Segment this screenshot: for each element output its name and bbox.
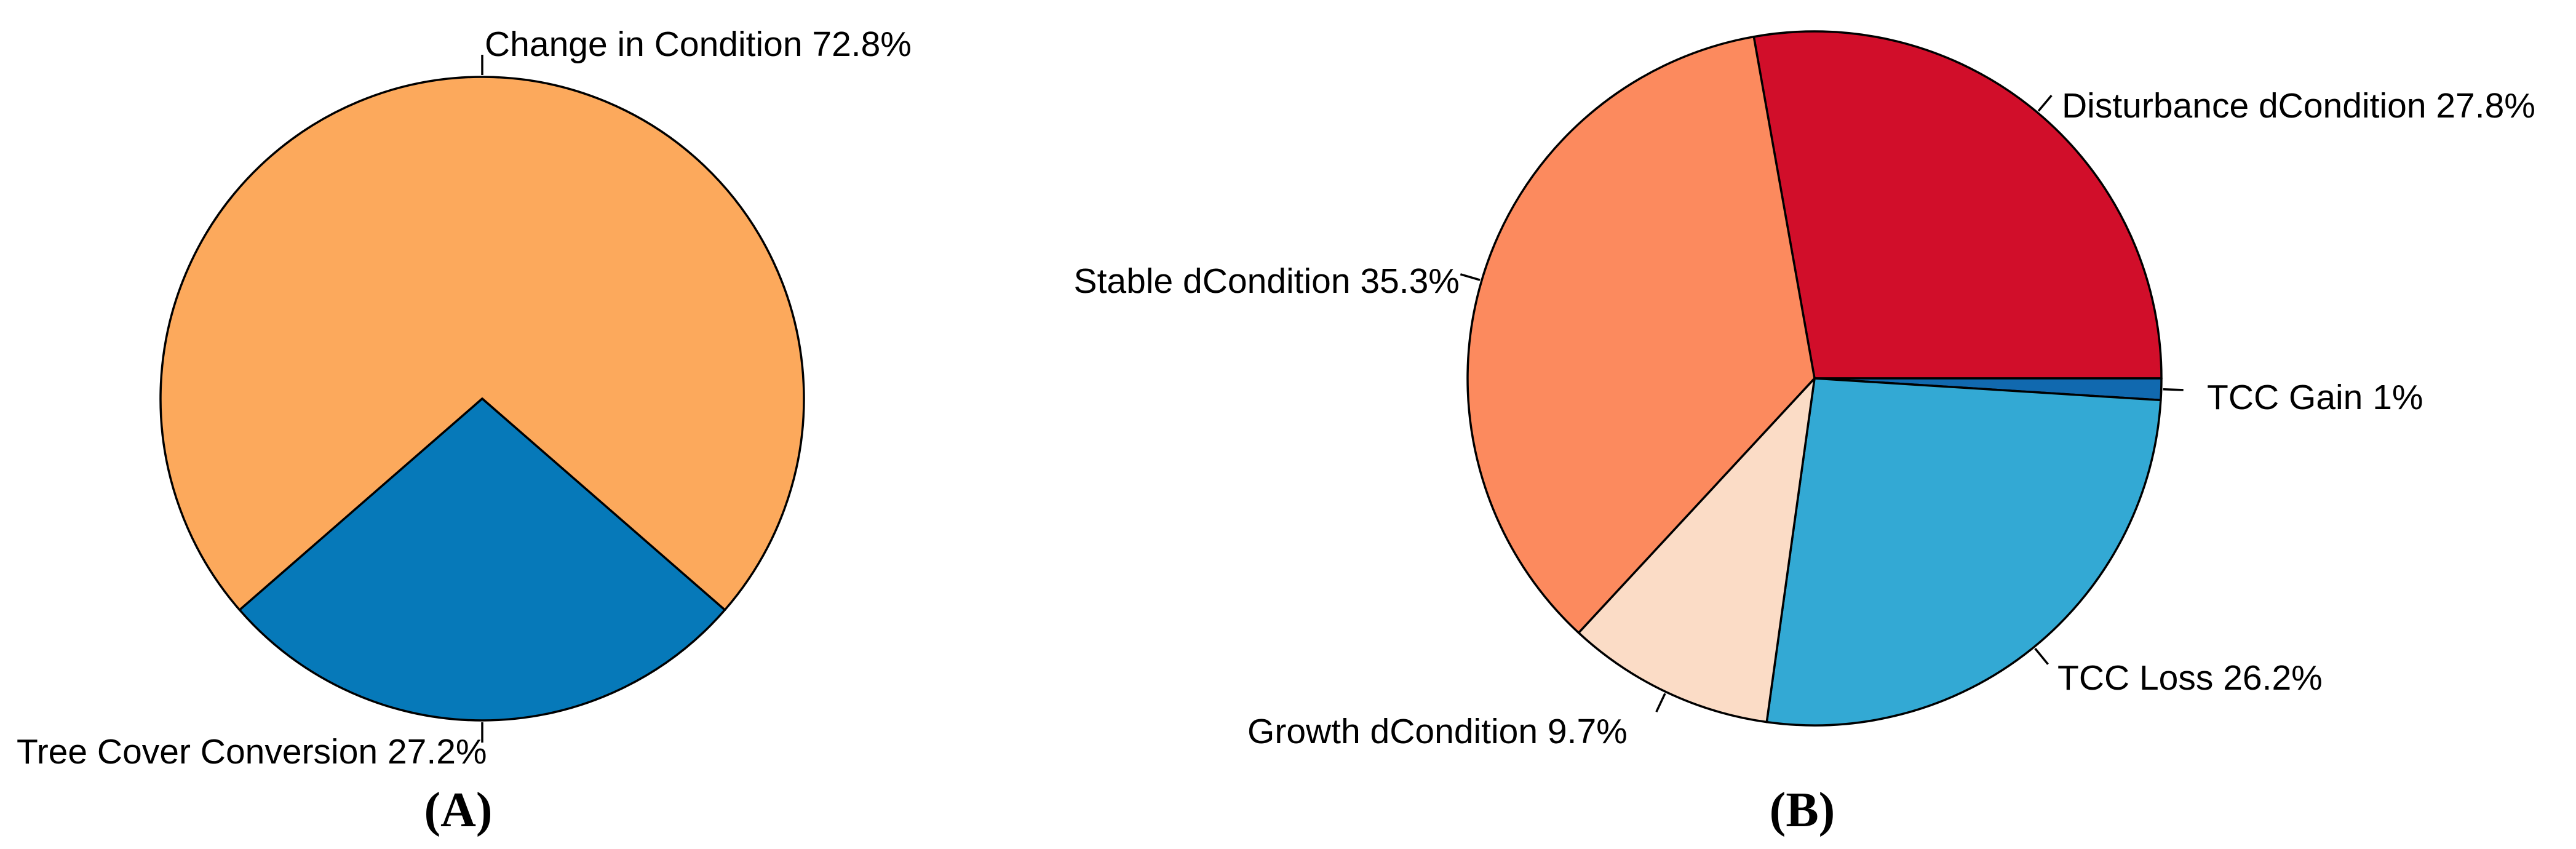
slice-label-tcc-gain: TCC Gain 1% [2207,378,2423,417]
pie-chart-b [1460,30,2184,727]
slice-label-tcc-loss: TCC Loss 26.2% [2057,658,2323,698]
pie-slice-disturbance-dcondition [1752,30,2163,380]
slice-label-disturbance-dcondition: Disturbance dCondition 27.8% [2062,86,2535,126]
pie-slice-tree-cover-conversion [238,397,726,722]
pie-slice-growth-dcondition [1577,377,1816,723]
label-tick [1460,273,1481,281]
label-tick [2037,94,2053,112]
slice-label-tree-cover-conversion: Tree Cover Conversion 27.2% [17,732,487,771]
slice-label-change-in-condition: Change in Condition 72.8% [485,25,912,64]
label-tick [1655,693,1666,712]
pie-slice-change-in-condition [159,76,805,612]
pie-chart-a [159,55,805,743]
pie-slice-stable-dcondition [1466,35,1816,634]
slice-label-growth-dcondition: Growth dCondition 9.7% [1247,712,1628,751]
label-tick [2034,648,2049,665]
label-tick [2163,388,2184,391]
slice-label-stable-dcondition: Stable dCondition 35.3% [1073,261,1460,301]
subfigure-caption-b: (B) [1769,783,1835,837]
pie-slice-tcc-loss [1765,377,2162,727]
subfigure-caption-a: (A) [424,783,493,837]
